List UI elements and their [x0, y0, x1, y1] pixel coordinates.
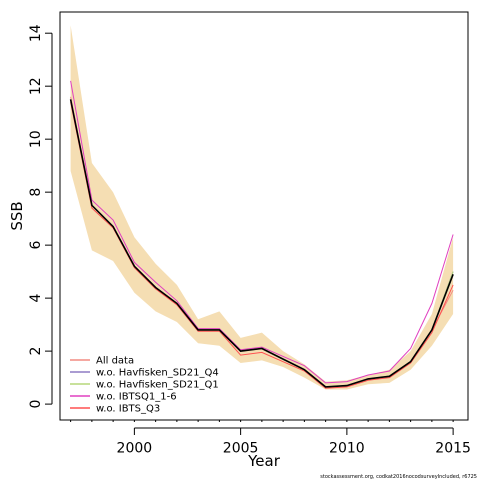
series-lines-layer — [69, 80, 454, 389]
legend-label: w.o. Havfisken_SD21_Q4 — [96, 368, 219, 379]
y-axis-label: SSB — [8, 201, 26, 230]
y-tick-label: 0 — [28, 400, 44, 409]
legend-label: w.o. Havfisken_SD21_Q1 — [96, 380, 219, 391]
y-axis: 0 2 4 6 8 10 12 14 — [28, 24, 53, 409]
y-tick-label: 10 — [28, 130, 44, 148]
legend-label: w.o. IBTS_Q3 — [96, 404, 160, 415]
x-tick-label: 2000 — [117, 441, 153, 457]
confidence-band-layer — [70, 25, 454, 390]
confidence-band — [70, 25, 454, 390]
x-axis-label: Year — [247, 452, 281, 470]
y-tick-label: 6 — [28, 241, 44, 250]
legend-label: w.o. IBTSQ1_1-6 — [96, 392, 177, 403]
legend-label: All data — [96, 356, 134, 367]
y-tick-label: 4 — [28, 294, 44, 303]
y-tick-label: 12 — [28, 77, 44, 95]
footnote: stockassessment.org, codkat2016nocodsurv… — [320, 474, 477, 480]
y-tick-label: 14 — [28, 24, 44, 42]
series-line-w-o-ibts-q3 — [70, 102, 454, 389]
y-tick-label: 2 — [28, 347, 44, 356]
plot-frame — [59, 11, 469, 421]
series-line-w-o-ibtsq1-1-6 — [70, 80, 454, 384]
y-tick-label: 8 — [28, 188, 44, 197]
x-tick-label: 2010 — [329, 441, 365, 457]
x-tick-label: 2005 — [223, 441, 259, 457]
x-axis: 2000 2005 2010 2015 — [70, 420, 471, 457]
estimate-line — [69, 99, 454, 388]
x-tick-label: 2015 — [435, 441, 471, 457]
